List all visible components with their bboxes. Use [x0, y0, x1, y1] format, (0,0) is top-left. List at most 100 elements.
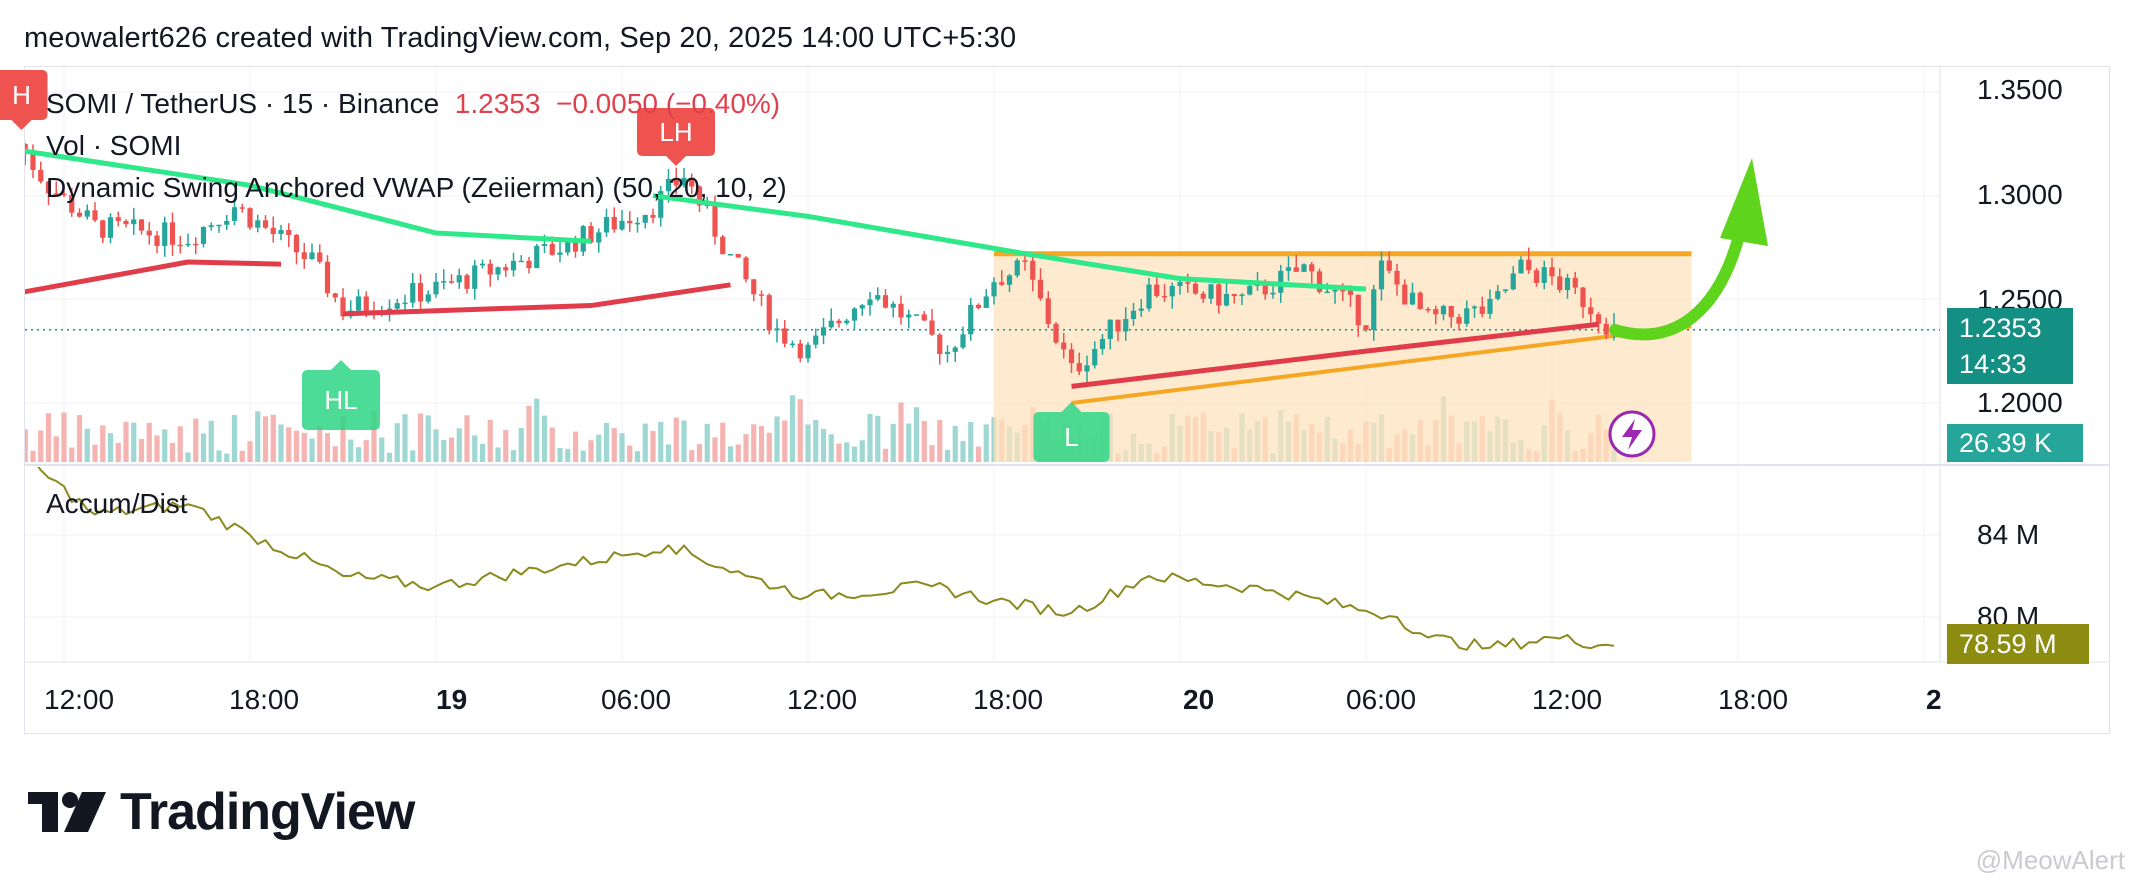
volume-bar [448, 437, 455, 462]
candle-body [278, 230, 284, 235]
volume-tag: 26.39 K [1947, 424, 2083, 462]
volume-bar [735, 444, 741, 462]
badge-label: HL [324, 385, 357, 415]
candle-body [146, 230, 152, 236]
candle-body [1487, 298, 1493, 314]
projection-arrow-shaft [1609, 226, 1746, 341]
candle-body [1037, 279, 1044, 299]
volume-bar [53, 436, 59, 462]
candle-body [1208, 284, 1214, 299]
swing-label-badge: H [0, 70, 48, 130]
volume-bar [425, 415, 431, 462]
candle-body [1440, 305, 1447, 315]
vwap-upper-line [25, 148, 592, 244]
candle-body [642, 214, 648, 223]
candle-body [789, 343, 796, 346]
candle-body [30, 154, 36, 170]
last-price-tag: 1.2353 14:33 [1947, 308, 2073, 384]
time-label: 18:00 [229, 684, 300, 715]
candle-body [425, 294, 431, 302]
candle-body [185, 243, 191, 246]
candle-body [286, 230, 292, 235]
candle-body [84, 210, 90, 217]
volume-bar [503, 430, 509, 462]
candle-body [774, 328, 780, 331]
candle-body [751, 279, 757, 295]
volume-bar [844, 442, 850, 462]
volume-bar [115, 442, 121, 462]
candle-body [317, 252, 323, 262]
candle-body [1045, 298, 1051, 324]
candle-body [619, 220, 625, 230]
ad-tick: 84 M [1977, 519, 2040, 550]
candle-body [983, 296, 989, 308]
candle-body [929, 320, 935, 335]
candle-body [952, 347, 958, 352]
volume-bar [30, 450, 36, 462]
ad-value-tag: 78.59 M [1947, 624, 2089, 664]
annotations: H LH HL L [0, 70, 1768, 462]
candle-body [1239, 294, 1245, 297]
volume-bar [789, 395, 796, 462]
volume-bar [549, 427, 555, 462]
candle-body [355, 296, 362, 311]
candle-body [844, 320, 850, 324]
candle-body [1371, 289, 1377, 330]
legend-indicator[interactable]: Dynamic Swing Anchored VWAP (Zeiierman) … [46, 172, 787, 203]
candle-body [1533, 270, 1540, 283]
volume-bar [262, 416, 269, 462]
badge-pointer [1061, 402, 1082, 412]
lightning-icon [1608, 410, 1656, 458]
candle-body [301, 252, 307, 260]
candle-body [1464, 308, 1470, 324]
volume-bar [84, 428, 90, 462]
volume-bar [162, 429, 168, 462]
candle-body [100, 220, 106, 238]
candle-body [999, 282, 1005, 285]
volume-bar [658, 421, 664, 462]
legend-volume[interactable]: Vol · SOMI [46, 130, 182, 161]
candle-body [836, 320, 842, 324]
candle-body [1363, 325, 1369, 330]
swing-label-badge: L [1033, 402, 1110, 462]
volume-bar [286, 427, 292, 462]
candle-body [828, 320, 834, 328]
volume-bar [200, 433, 207, 462]
candle-body [45, 181, 52, 194]
volume-bar [906, 423, 912, 462]
candle-body [650, 214, 656, 218]
volume-bar [146, 422, 152, 462]
volume-bar [983, 424, 989, 462]
time-label: 12:00 [44, 684, 115, 715]
vwap-lower-line [342, 282, 731, 317]
time-label: 12:00 [787, 684, 858, 715]
volume-bar [309, 438, 315, 462]
candle-body [456, 275, 462, 283]
candle-body [1495, 291, 1501, 299]
candle-body [712, 204, 718, 237]
volume-bar [813, 419, 819, 462]
legend-accum-dist[interactable]: Accum/Dist [46, 488, 188, 519]
last-price-tag-value: 1.2353 [1959, 313, 2042, 343]
candle-body [1084, 365, 1090, 372]
candle-body [38, 169, 44, 182]
price-tick: 1.3000 [1977, 179, 2063, 210]
volume-bar [944, 449, 951, 462]
volume-bar [875, 415, 881, 462]
candle-body [851, 308, 858, 321]
volume-bar [518, 427, 524, 462]
badge-body [0, 70, 48, 120]
candle-body [634, 222, 641, 225]
price-change: −0.0050 (−0.40%) [555, 88, 781, 119]
symbol-title[interactable]: SOMI / TetherUS · 15 · Binance [46, 88, 440, 119]
volume-bar [619, 433, 625, 462]
volume-bar [363, 440, 369, 462]
candle-body [743, 257, 749, 280]
volume-bar [324, 433, 331, 462]
candle-body [1185, 282, 1191, 284]
candle-body [572, 238, 579, 252]
candle-body [15, 144, 20, 146]
candle-body [1169, 285, 1175, 297]
chart-frame [24, 66, 2110, 734]
